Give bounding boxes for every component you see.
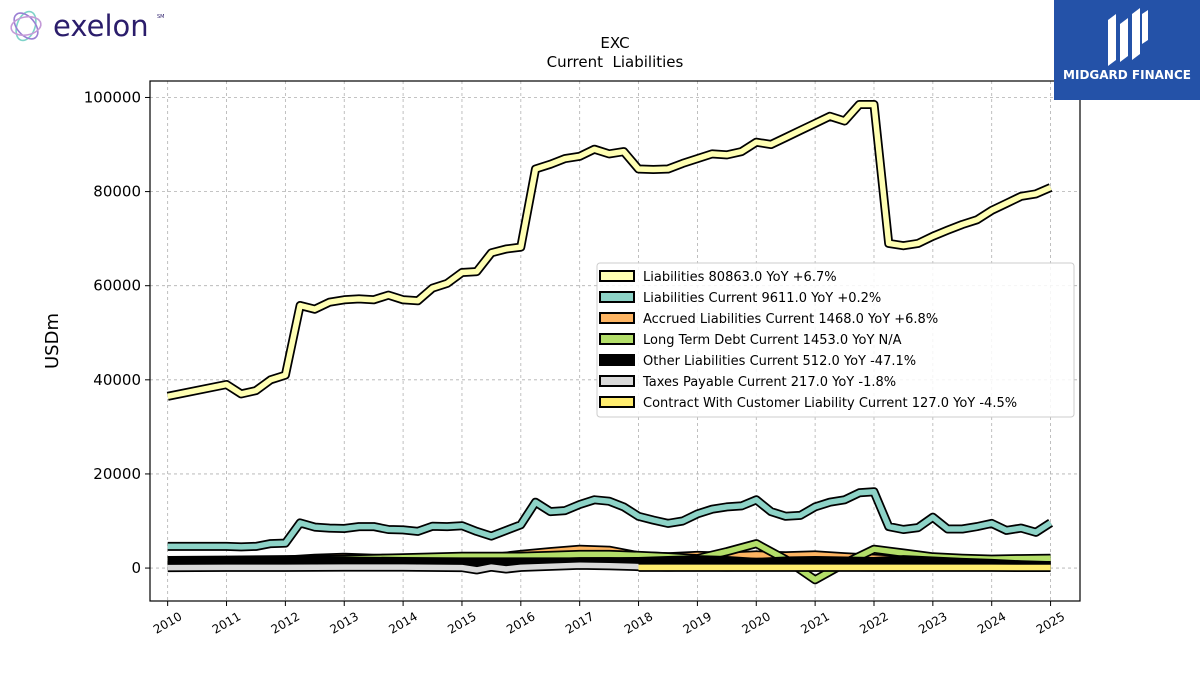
legend-label: Liabilities Current 9611.0 YoY +0.2% xyxy=(643,291,881,306)
exelon-flower-icon: exelon SM xyxy=(10,9,165,43)
x-tick-label: 2010 xyxy=(151,609,184,636)
exelon-logo: exelon SM xyxy=(6,4,176,48)
exelon-service-mark: SM xyxy=(157,14,165,20)
y-tick-label: 0 xyxy=(131,559,141,577)
legend-label: Accrued Liabilities Current 1468.0 YoY +… xyxy=(643,312,938,327)
midgard-wordmark: MIDGARD FINANCE xyxy=(1063,68,1191,82)
x-tick-label: 2019 xyxy=(681,609,714,636)
y-tick-label: 40000 xyxy=(93,371,141,389)
x-tick-label: 2015 xyxy=(445,609,478,636)
series-line-other-liabilities-current xyxy=(167,556,1051,569)
y-tick-label: 60000 xyxy=(93,277,141,295)
chart-subtitle: Current Liabilities xyxy=(547,53,684,71)
legend-swatch xyxy=(599,333,635,345)
legend-swatch xyxy=(599,312,635,324)
x-tick-label: 2025 xyxy=(1034,609,1067,636)
legend-swatch xyxy=(599,291,635,303)
midgard-emblem-icon xyxy=(1108,8,1148,66)
series-line-liabilities xyxy=(167,101,1052,399)
x-tick-label: 2024 xyxy=(975,609,1008,636)
x-tick-label: 2012 xyxy=(269,609,302,636)
chart-title: EXC xyxy=(600,34,629,52)
x-tick-label: 2020 xyxy=(740,609,773,636)
legend-swatch xyxy=(599,396,635,408)
legend-label: Contract With Customer Liability Current… xyxy=(643,396,1017,411)
x-tick-label: 2021 xyxy=(798,609,831,636)
legend-swatch xyxy=(599,375,635,387)
legend-label: Other Liabilities Current 512.0 YoY -47.… xyxy=(643,354,916,369)
y-tick-label: 80000 xyxy=(93,183,141,201)
legend-swatch xyxy=(599,354,635,366)
legend-label: Liabilities 80863.0 YoY +6.7% xyxy=(643,270,837,285)
x-tick-label: 2018 xyxy=(622,609,655,636)
x-tick-label: 2017 xyxy=(563,609,596,636)
x-tick-label: 2016 xyxy=(504,609,537,636)
y-axis-label: USDm xyxy=(42,313,63,369)
midgard-finance-logo: MIDGARD FINANCE xyxy=(1054,0,1200,100)
series-line-liabilities-current xyxy=(167,489,1053,550)
x-tick-label: 2022 xyxy=(857,609,890,636)
y-tick-label: 20000 xyxy=(93,465,141,483)
x-tick-label: 2011 xyxy=(210,609,243,636)
y-tick-label: 100000 xyxy=(84,88,141,106)
legend: Liabilities 80863.0 YoY +6.7% Liabilities… xyxy=(596,262,1075,418)
x-tick-label: 2023 xyxy=(916,609,949,636)
legend-label: Taxes Payable Current 217.0 YoY -1.8% xyxy=(642,375,896,390)
legend-box xyxy=(596,262,1075,418)
exelon-wordmark: exelon xyxy=(53,9,149,43)
plot-frame xyxy=(149,80,1081,602)
series-layer xyxy=(166,100,1054,585)
legend-label: Long Term Debt Current 1453.0 YoY N/A xyxy=(643,333,902,348)
x-tick-label: 2014 xyxy=(386,609,419,636)
x-tick-label: 2013 xyxy=(328,609,361,636)
legend-swatch xyxy=(599,270,635,282)
